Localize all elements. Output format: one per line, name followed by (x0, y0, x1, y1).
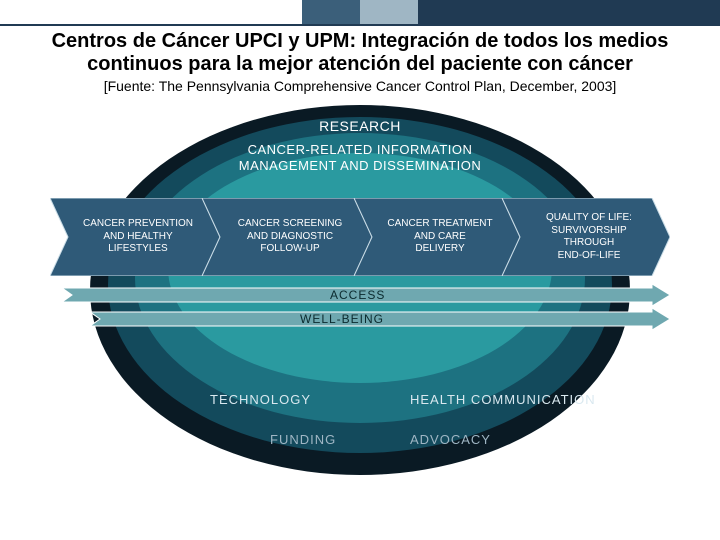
continuum-chevrons: CANCER PREVENTIONAND HEALTHYLIFESTYLESCA… (50, 198, 670, 276)
label-info-mgmt: CANCER-RELATED INFORMATIONMANAGEMENT AND… (80, 142, 640, 175)
topbar-segment (0, 0, 302, 24)
label-research: RESEARCH (80, 118, 640, 134)
band-label: HEALTH COMMUNICATION (410, 392, 596, 407)
band-label: FUNDING (270, 432, 336, 447)
thin-arrow: ACCESS (50, 284, 670, 306)
band-label: TECHNOLOGY (210, 392, 311, 407)
slide-title: Centros de Cáncer UPCI y UPM: Integració… (0, 26, 720, 76)
chevron-stage: CANCER PREVENTIONAND HEALTHYLIFESTYLES (50, 198, 220, 276)
topbar-segment (418, 0, 720, 24)
top-bar (0, 0, 720, 24)
band-label: ADVOCACY (410, 432, 491, 447)
continuum-diagram: RESEARCH CANCER-RELATED INFORMATIONMANAGE… (80, 100, 640, 480)
chevron-label: CANCER TREATMENTAND CAREDELIVERY (354, 198, 520, 276)
chevron-stage: CANCER TREATMENTAND CAREDELIVERY (354, 198, 520, 276)
topbar-segment (302, 0, 360, 24)
chevron-label: CANCER SCREENINGAND DIAGNOSTICFOLLOW-UP (202, 198, 372, 276)
thin-arrow-label: WELL-BEING (300, 312, 384, 326)
topbar-segment (360, 0, 418, 24)
source-citation: [Fuente: The Pennsylvania Comprehensive … (0, 76, 720, 100)
chevron-label: QUALITY OF LIFE:SURVIVORSHIPTHROUGHEND-O… (502, 198, 670, 276)
chevron-label: CANCER PREVENTIONAND HEALTHYLIFESTYLES (50, 198, 220, 276)
thin-arrow-label: ACCESS (330, 288, 385, 302)
thin-arrow: WELL-BEING (50, 308, 670, 330)
chevron-stage: QUALITY OF LIFE:SURVIVORSHIPTHROUGHEND-O… (502, 198, 670, 276)
chevron-stage: CANCER SCREENINGAND DIAGNOSTICFOLLOW-UP (202, 198, 372, 276)
